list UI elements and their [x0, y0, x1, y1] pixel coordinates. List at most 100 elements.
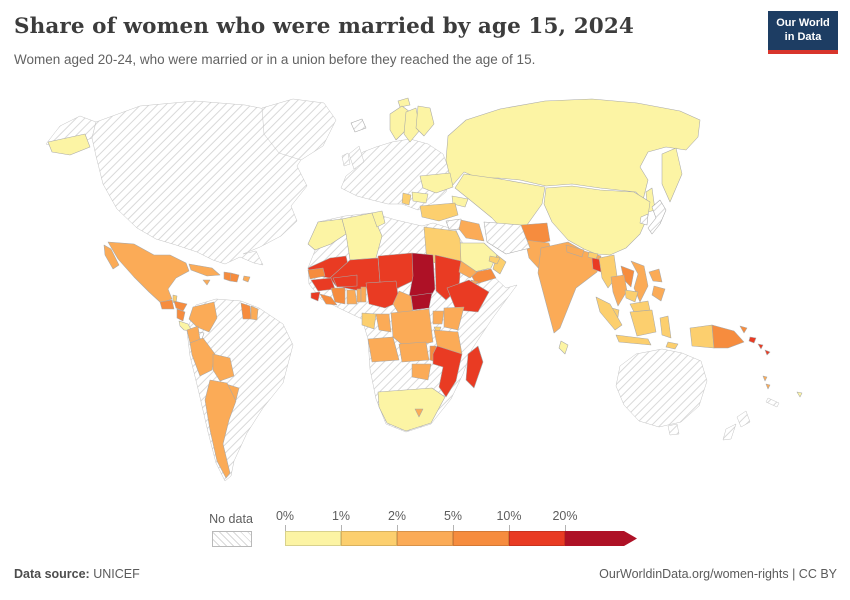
landmass-britain[interactable] — [348, 145, 365, 170]
country-timor-leste[interactable] — [665, 341, 679, 350]
country-eritrea[interactable] — [458, 260, 478, 279]
country-sri-lanka[interactable] — [558, 340, 569, 355]
country-nepal[interactable] — [565, 244, 585, 258]
country-romania[interactable] — [411, 191, 429, 204]
country-iran[interactable] — [483, 221, 531, 255]
country-indonesia-sumatra[interactable] — [595, 296, 623, 331]
country-bolivia[interactable] — [212, 353, 235, 382]
country-png-islands[interactable] — [739, 325, 748, 334]
country-ghana[interactable] — [346, 289, 358, 305]
legend-segment-20+[interactable] — [565, 531, 637, 546]
country-cote-divoire[interactable] — [330, 287, 346, 305]
country-guatemala[interactable] — [159, 299, 175, 310]
country-colombia[interactable] — [188, 301, 218, 333]
legend-no-data-label: No data — [209, 512, 253, 526]
country-honduras[interactable] — [173, 300, 188, 312]
country-niger[interactable] — [377, 252, 420, 290]
legend-tick-mark-0 — [285, 525, 286, 531]
legend-tick-label-2: 2% — [387, 509, 407, 523]
country-puerto-rico[interactable] — [242, 275, 251, 283]
country-sierra-leone[interactable] — [310, 291, 321, 302]
country-suriname[interactable] — [250, 305, 259, 321]
country-jamaica[interactable] — [202, 279, 211, 286]
country-liberia[interactable] — [319, 293, 338, 306]
country-togo[interactable] — [356, 288, 362, 303]
country-ethiopia[interactable] — [446, 279, 490, 313]
country-benin[interactable] — [360, 286, 367, 303]
country-serbia[interactable] — [401, 192, 412, 206]
country-thailand[interactable] — [610, 274, 628, 307]
country-peru[interactable] — [189, 337, 216, 377]
country-indonesia-java[interactable] — [615, 334, 652, 346]
country-gabon[interactable] — [361, 312, 377, 330]
country-finland[interactable] — [415, 105, 435, 137]
map-legend: No data 0% 1% 2% 5% 10% 20% — [0, 509, 850, 553]
country-russia-kamchatka[interactable] — [661, 147, 683, 203]
country-indonesia-sulawesi[interactable] — [659, 315, 672, 339]
country-nicaragua[interactable] — [176, 308, 186, 322]
country-turkey[interactable] — [419, 202, 459, 222]
country-lesotho[interactable] — [414, 408, 424, 418]
country-korea[interactable] — [639, 213, 649, 226]
legend-segment-2-5[interactable] — [397, 531, 453, 546]
country-kenya[interactable] — [443, 306, 465, 331]
country-china[interactable] — [543, 185, 651, 256]
data-source-value: UNICEF — [89, 567, 140, 581]
legend-no-data-swatch[interactable] — [212, 531, 252, 547]
country-senegal[interactable] — [307, 267, 326, 280]
country-burkina-faso[interactable] — [332, 274, 358, 288]
country-fiji[interactable] — [796, 391, 803, 398]
legend-segment-5-10[interactable] — [453, 531, 509, 546]
country-zimbabwe[interactable] — [411, 363, 432, 381]
country-angola[interactable] — [367, 336, 400, 363]
legend-ticks: 0% 1% 2% 5% 10% 20% — [276, 509, 705, 531]
country-ukraine[interactable] — [419, 172, 454, 194]
country-philippines-luzon[interactable] — [648, 268, 663, 283]
country-central-african-republic[interactable] — [410, 292, 433, 311]
country-solomon-islands[interactable] — [748, 336, 771, 356]
country-sweden[interactable] — [403, 107, 421, 143]
country-uae[interactable] — [488, 255, 501, 265]
country-nigeria[interactable] — [365, 280, 400, 309]
country-mexico-baja[interactable] — [103, 244, 120, 270]
landmass-new-zealand-north[interactable] — [736, 410, 751, 428]
country-philippines-mindanao[interactable] — [651, 285, 666, 302]
legend-segment-0-1[interactable] — [285, 531, 341, 546]
country-iraq[interactable] — [458, 219, 485, 242]
landmass-new-zealand-south[interactable] — [722, 423, 737, 441]
country-south-africa[interactable] — [377, 387, 446, 432]
country-vanuatu[interactable] — [762, 375, 771, 390]
country-cambodia[interactable] — [624, 289, 639, 303]
country-japan[interactable] — [647, 199, 667, 235]
legend-tick-mark-2 — [397, 525, 398, 531]
legend-tick-label-3: 5% — [443, 509, 463, 523]
country-indonesia-kalimantan[interactable] — [629, 309, 657, 337]
country-mozambique[interactable] — [432, 345, 463, 398]
credit-link[interactable]: OurWorldinData.org/women-rights | CC BY — [599, 567, 837, 581]
landmass-australia[interactable] — [615, 348, 708, 428]
country-dominican-republic[interactable] — [229, 272, 240, 283]
country-tunisia[interactable] — [371, 210, 386, 228]
country-madagascar[interactable] — [465, 345, 484, 389]
landmass-greenland[interactable] — [261, 98, 337, 161]
country-papua-new-guinea[interactable] — [711, 324, 745, 349]
country-zambia[interactable] — [398, 341, 430, 363]
landmass-ireland[interactable] — [341, 152, 351, 167]
landmass-new-caledonia[interactable] — [765, 397, 780, 408]
country-russia-chukotka[interactable] — [47, 133, 91, 156]
legend-segment-1-2[interactable] — [341, 531, 397, 546]
country-indonesia-papua[interactable] — [689, 324, 715, 349]
country-congo[interactable] — [375, 313, 392, 333]
owid-logo[interactable]: Our World in Data — [768, 11, 838, 54]
country-uganda[interactable] — [432, 310, 445, 325]
country-iceland[interactable] — [350, 118, 367, 133]
country-georgia[interactable] — [451, 195, 469, 208]
country-svalbard[interactable] — [397, 97, 411, 108]
world-choropleth-map[interactable] — [0, 92, 850, 512]
landmass-tasmania[interactable] — [667, 423, 680, 436]
country-argentina[interactable] — [204, 379, 237, 479]
country-mexico[interactable] — [107, 241, 190, 304]
legend-segment-10-20[interactable] — [509, 531, 565, 546]
country-vietnam[interactable] — [630, 260, 649, 303]
country-cuba[interactable] — [188, 263, 221, 277]
